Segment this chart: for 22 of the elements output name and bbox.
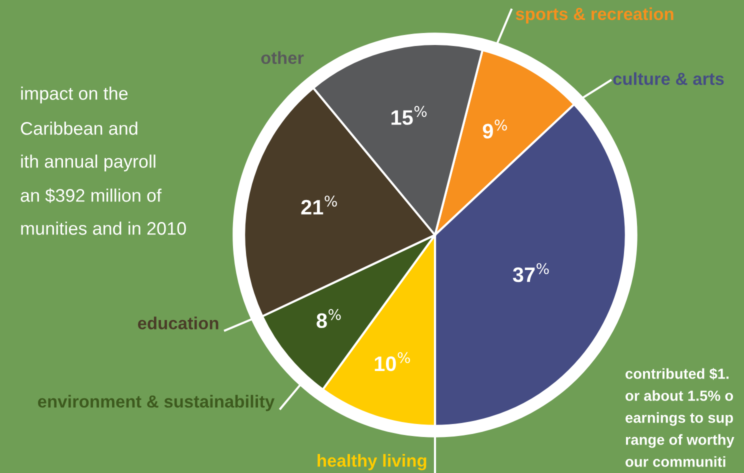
data-label: 15$^{%}$ <box>392 106 427 125</box>
slice-label: healthy living <box>318 454 426 470</box>
text: an $392 million of <box>20 188 162 203</box>
text: Caribbean and <box>20 122 138 135</box>
slice-label: environment & sustainability <box>38 394 275 412</box>
slice-label: education <box>138 316 218 330</box>
text: impact on the <box>21 86 128 104</box>
slice-label: culture & arts <box>613 72 724 86</box>
slice-label: sports & recreation <box>516 7 674 24</box>
data-label: 21$^{%}$ <box>301 196 337 214</box>
data-label: 37$^{%}$ <box>512 263 549 282</box>
text: our communiti <box>626 456 726 467</box>
data-label: 9$^{%}$ <box>482 120 507 139</box>
data-label: 8$^{%}$ <box>316 309 341 328</box>
text: contributed $1. <box>626 368 729 380</box>
text: range of worthy <box>626 434 734 448</box>
text: ith annual payroll <box>21 154 156 172</box>
slice-label: other <box>261 51 304 64</box>
text: munities and in 2010 <box>21 222 186 235</box>
text: earnings to sup <box>626 412 733 426</box>
text: or about 1.5% o <box>626 390 734 401</box>
data-label: 10$^{%}$ <box>374 352 410 372</box>
